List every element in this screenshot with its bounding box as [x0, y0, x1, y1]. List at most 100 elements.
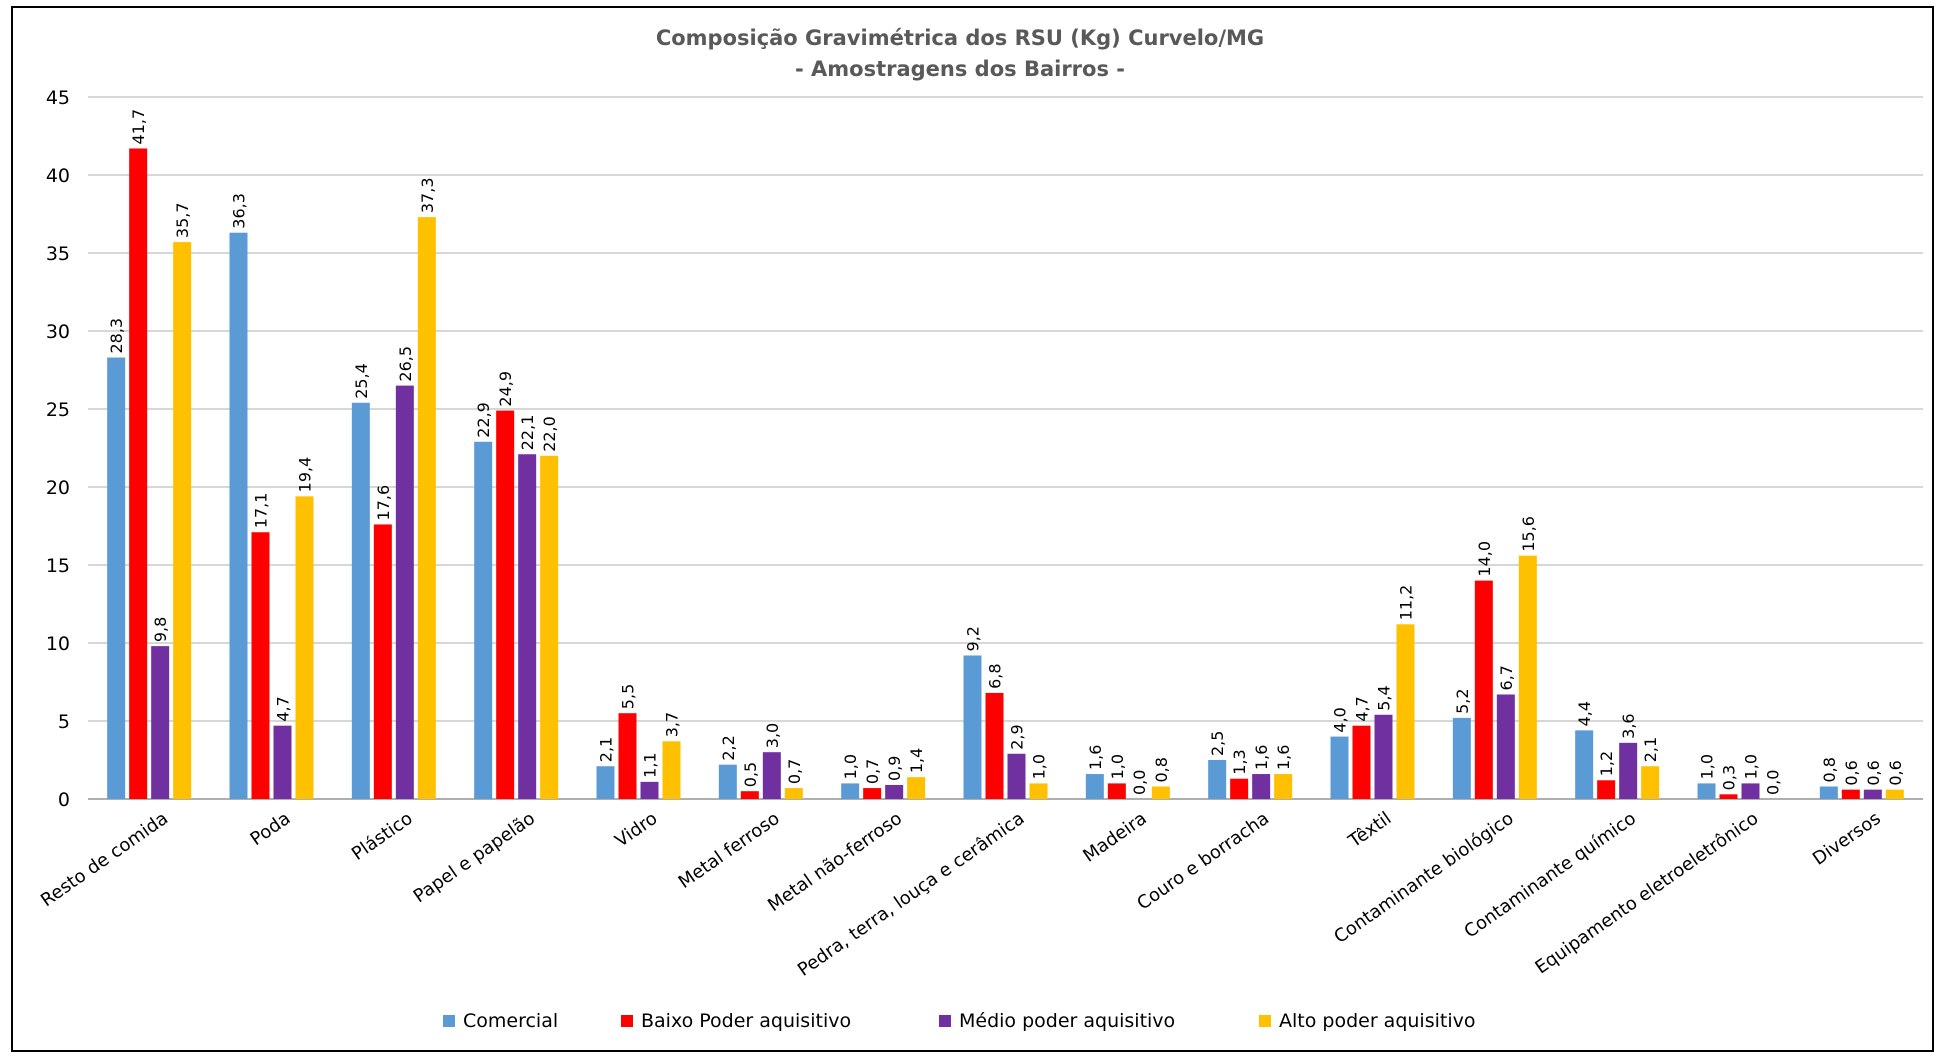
y-tick-label: 25	[46, 399, 70, 421]
chart-frame: Composição Gravimétrica dos RSU (Kg) Cur…	[11, 6, 1934, 1052]
data-label: 1,3	[1230, 749, 1249, 774]
data-label: 0,6	[1864, 760, 1883, 785]
bar	[1841, 789, 1860, 799]
bar	[618, 713, 637, 799]
legend-label: Médio poder aquisitivo	[959, 1010, 1175, 1032]
data-label: 1,6	[1086, 745, 1105, 770]
y-tick-label: 5	[58, 711, 70, 733]
bar	[1741, 783, 1760, 799]
legend: Comercial Baixo Poder aquisitivo Médio pod…	[443, 1010, 1475, 1032]
bar	[1252, 774, 1271, 799]
bar	[907, 777, 926, 799]
bar	[1619, 742, 1638, 799]
data-label: 5,2	[1453, 688, 1472, 713]
data-label: 0,3	[1720, 765, 1739, 790]
bar	[1396, 624, 1415, 799]
bar	[640, 781, 659, 799]
data-label: 0,8	[1820, 757, 1839, 782]
bar	[1885, 789, 1904, 799]
chart-title: Composição Gravimétrica dos RSU (Kg) Cur…	[656, 26, 1264, 50]
bar	[1452, 717, 1471, 799]
data-label: 6,7	[1497, 665, 1516, 690]
bar	[885, 784, 904, 799]
x-tick-label: Plástico	[348, 808, 417, 865]
data-label: 1,1	[641, 752, 660, 777]
bar	[784, 788, 803, 799]
bar	[596, 766, 615, 799]
x-tick-label: Equipamento eletroeletrônico	[1531, 808, 1762, 978]
bar	[1208, 760, 1227, 799]
bar	[395, 385, 414, 799]
data-label: 5,5	[619, 684, 638, 709]
data-label: 0,6	[1886, 760, 1905, 785]
data-label: 1,4	[907, 748, 926, 773]
data-label: 2,9	[1008, 724, 1027, 749]
bars	[107, 148, 1904, 800]
data-label: 28,3	[107, 318, 126, 354]
data-label: 0,6	[1842, 760, 1861, 785]
legend-swatch	[621, 1015, 633, 1027]
y-tick-label: 10	[46, 633, 70, 655]
legend-swatch	[1259, 1015, 1271, 1027]
y-axis: 0 5 10 15 20 25 30 35 40 45	[46, 87, 70, 811]
data-label: 41,7	[129, 109, 148, 145]
y-tick-label: 30	[46, 321, 70, 343]
bar	[1107, 783, 1126, 799]
chart-subtitle: - Amostragens dos Bairros -	[795, 57, 1125, 81]
data-label: 2,2	[719, 735, 738, 760]
y-tick-label: 45	[46, 87, 70, 109]
x-tick-label: Diversos	[1809, 808, 1885, 870]
y-tick-label: 20	[46, 477, 70, 499]
bar	[1274, 774, 1293, 799]
bar	[718, 764, 737, 799]
data-label: 3,6	[1619, 713, 1638, 738]
data-label: 19,4	[296, 457, 315, 493]
bar-chart: Composição Gravimétrica dos RSU (Kg) Cur…	[37, 26, 1923, 1032]
data-label: 1,6	[1252, 745, 1271, 770]
data-label: 2,1	[597, 737, 616, 762]
data-label: 9,8	[151, 617, 170, 642]
bar	[173, 242, 192, 799]
bar	[1863, 789, 1882, 799]
bar	[295, 496, 314, 799]
bar	[107, 357, 126, 799]
bar	[1374, 714, 1393, 799]
data-label: 26,5	[396, 346, 415, 382]
data-label: 15,6	[1519, 516, 1538, 552]
bar	[762, 752, 781, 799]
data-labels: 28,3 41,7 9,8 35,7 36,3 17,1 4,7 19,4 25,4 17,6 26…	[107, 109, 1905, 795]
y-tick-label: 15	[46, 555, 70, 577]
data-label: 17,6	[374, 485, 393, 521]
data-label: 1,0	[841, 754, 860, 779]
data-label: 2,5	[1208, 731, 1227, 756]
bar	[351, 402, 370, 799]
data-label: 2,1	[1641, 737, 1660, 762]
bar	[1151, 786, 1170, 799]
x-tick-label: Couro e borracha	[1133, 808, 1273, 915]
x-tick-label: Vidro	[611, 808, 661, 852]
bar	[474, 441, 493, 799]
data-label: 3,7	[663, 712, 682, 737]
data-label: 1,6	[1274, 745, 1293, 770]
data-label: 22,0	[540, 416, 559, 452]
bar	[1085, 774, 1104, 799]
x-tick-label: Têxtil	[1344, 808, 1395, 853]
data-label: 5,4	[1375, 685, 1394, 710]
legend-label: Baixo Poder aquisitivo	[641, 1010, 851, 1032]
y-tick-label: 0	[58, 789, 70, 811]
bar	[251, 532, 270, 799]
bar	[1330, 736, 1349, 799]
data-label: 36,3	[230, 193, 249, 229]
bar	[963, 655, 982, 799]
legend-swatch	[939, 1015, 951, 1027]
bar	[373, 524, 392, 799]
bar	[1007, 753, 1026, 799]
legend-label: Alto poder aquisitivo	[1279, 1010, 1475, 1032]
bar	[1496, 694, 1515, 799]
data-label: 0,7	[863, 759, 882, 784]
x-tick-label: Papel e papelão	[410, 808, 539, 907]
bar	[273, 725, 292, 799]
x-tick-label: Pedra, terra, louça e cerâmica	[794, 808, 1028, 981]
data-label: 9,2	[964, 626, 983, 651]
